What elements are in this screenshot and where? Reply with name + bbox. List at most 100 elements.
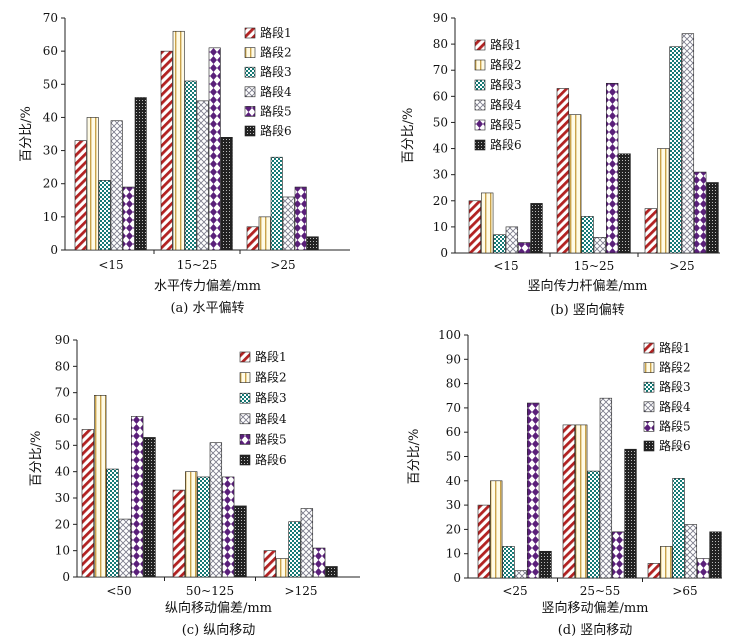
chart-c-legend-label: 路段5	[255, 431, 287, 446]
chart-c-bar	[106, 468, 119, 578]
chart-d-y-tick-label: 60	[446, 425, 461, 439]
chart-c-y-tick-label: 70	[55, 386, 70, 400]
chart-b-category-label: 15~25	[574, 259, 615, 273]
chart-a-bar	[86, 117, 99, 251]
chart-c-bar	[313, 547, 326, 578]
chart-c-y-tick-label: 80	[55, 359, 70, 373]
chart-d-bar	[575, 424, 588, 579]
chart-b-bar	[468, 200, 482, 254]
chart-c-y-tick-label: 60	[55, 412, 70, 426]
chart-b-bar	[644, 208, 658, 254]
chart-b-y-tick-label: 80	[433, 37, 448, 51]
chart-a-y-tick-label: 50	[43, 77, 58, 91]
chart-c-y-tick-label: 50	[55, 438, 70, 452]
chart-c-bar	[131, 416, 144, 578]
chart-b-bar	[530, 203, 543, 254]
chart-a-bar	[98, 180, 111, 251]
chart-b-y-tick-label: 40	[433, 142, 448, 156]
chart-c-legend-label: 路段1	[255, 349, 287, 364]
chart-d-legend-label: 路段4	[659, 399, 691, 414]
chart-a-y-label: 百分比/%	[19, 106, 34, 162]
chart-b-category-label: <15	[493, 259, 518, 273]
chart-d-caption: (d) 竖向移动	[558, 622, 633, 638]
chart-a-legend-swatch	[244, 106, 256, 117]
chart-d-bar	[709, 531, 722, 579]
chart-d-y-label: 百分比/%	[407, 429, 422, 485]
chart-c-bar	[172, 489, 186, 578]
chart-b-legend-label: 路段1	[490, 37, 522, 52]
chart-b-bar	[493, 234, 506, 254]
chart-d-bar	[647, 563, 661, 579]
chart-d-bar	[502, 546, 515, 579]
chart-c-bar	[234, 505, 247, 578]
chart-c-category-label: >125	[285, 584, 318, 598]
chart-b-caption: (b) 竖向偏转	[550, 302, 625, 318]
chart-c-bar	[222, 476, 235, 578]
chart-a-bar	[306, 236, 319, 251]
chart-c-legend-label: 路段6	[255, 452, 287, 467]
chart-c-x-label: 纵向移动偏差/mm	[165, 600, 272, 616]
chart-a-legend-swatch	[244, 86, 256, 98]
chart-a-category-label: 15~25	[177, 258, 218, 272]
chart-b-vertical-deflection: 0 10 20 30 40 50 60 70 80 90 <15 15~25 >25 路段1 路段2 路段3 路…	[401, 11, 720, 318]
chart-c-bar	[81, 429, 95, 578]
chart-a-legend-swatch	[244, 47, 256, 58]
chart-b-category-label: >25	[669, 259, 694, 273]
chart-a-bar	[160, 50, 173, 251]
chart-d-bar	[587, 470, 600, 579]
chart-c-y-label: 百分比/%	[29, 431, 44, 487]
chart-d-bar	[660, 546, 673, 579]
chart-d-y-tick-label: 80	[446, 377, 461, 391]
chart-b-legend-swatch	[474, 99, 486, 111]
chart-a-legend-label: 路段3	[260, 64, 292, 79]
chart-a-caption: (a) 水平偏转	[170, 301, 244, 316]
chart-c-bar	[276, 558, 289, 578]
chart-d-y-tick-label: 10	[446, 547, 461, 561]
chart-a-x-label: 水平传力偏差/mm	[154, 279, 261, 294]
chart-d-legend-label: 路段1	[659, 340, 691, 355]
chart-c-bar	[263, 550, 277, 578]
chart-d-legend-swatch	[643, 342, 655, 354]
chart-a-legend-label: 路段2	[260, 45, 292, 60]
chart-b-y-label: 百分比/%	[401, 108, 416, 164]
chart-b-bar	[657, 148, 670, 254]
chart-c-bar	[325, 566, 338, 578]
chart-a-y-tick-label: 70	[43, 11, 58, 25]
chart-c-bar	[118, 518, 132, 578]
chart-b-legend-label: 路段3	[490, 77, 522, 92]
chart-a-horizontal-deflection: 0 10 20 30 40 50 60 70 <15 15~25 >25 路段1 路段2 路段3 路段4 路段…	[19, 11, 350, 316]
chart-a-y-tick-label: 60	[43, 44, 58, 58]
chart-a-bar	[246, 226, 259, 251]
chart-d-bar	[624, 448, 637, 579]
chart-a-y-tick-label: 30	[43, 144, 58, 158]
chart-d-y-tick-label: 20	[446, 522, 461, 536]
chart-d-bar	[477, 504, 491, 579]
chart-b-bar	[518, 242, 531, 254]
chart-b-y-tick-label: 0	[440, 246, 448, 260]
chart-b-y-tick-label: 90	[433, 11, 448, 25]
chart-b-y-tick-label: 30	[433, 168, 448, 182]
chart-c-y-tick-label: 40	[55, 465, 70, 479]
chart-b-bar	[618, 153, 631, 254]
chart-c-y-tick-label: 10	[55, 544, 70, 558]
chart-a-bar	[122, 186, 135, 251]
chart-b-legend-label: 路段5	[490, 117, 522, 132]
chart-a-bar	[220, 137, 233, 251]
chart-b-legend-label: 路段2	[490, 57, 522, 72]
chart-b-legend-swatch	[474, 39, 486, 51]
chart-c-legend-swatch	[239, 351, 251, 363]
chart-b-bar	[694, 171, 707, 254]
chart-d-legend-swatch	[643, 440, 655, 452]
chart-b-bar	[481, 192, 494, 254]
chart-c-bar	[300, 508, 314, 578]
chart-b-bar	[569, 114, 582, 254]
chart-d-category-label: 25~55	[580, 584, 621, 598]
chart-c-legend-label: 路段4	[255, 411, 287, 426]
chart-c-legend-swatch	[239, 372, 251, 383]
chart-a-y-tick-label: 40	[43, 110, 58, 124]
chart-b-bar	[593, 237, 607, 254]
chart-c-y-tick-label: 90	[55, 333, 70, 347]
chart-b-bar	[681, 33, 695, 254]
chart-a-bar	[172, 30, 185, 251]
chart-c-bar	[94, 394, 107, 578]
